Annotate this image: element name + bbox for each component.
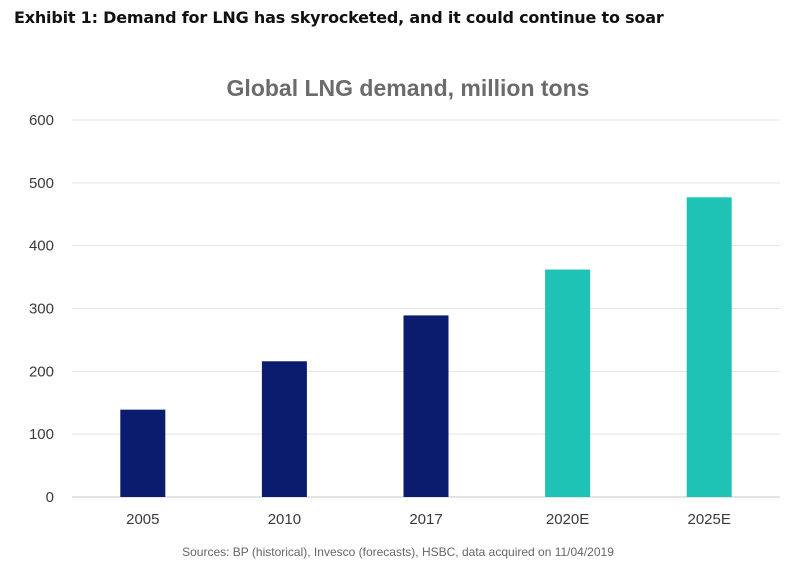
bar-2025e <box>686 197 732 497</box>
y-tick-label: 0 <box>46 489 54 506</box>
bar-2020e <box>545 269 591 497</box>
y-tick-label: 400 <box>29 238 54 255</box>
y-tick-label: 200 <box>29 363 54 380</box>
bar-2005 <box>120 409 166 497</box>
bar-2017 <box>403 315 449 497</box>
y-tick-label: 100 <box>29 426 54 443</box>
chart-title: Global LNG demand, million tons <box>227 75 590 101</box>
x-tick-label: 2025E <box>688 511 731 528</box>
x-tick-label: 2020E <box>546 511 589 528</box>
source-note: Sources: BP (historical), Invesco (forec… <box>182 545 614 559</box>
y-tick-label: 600 <box>29 112 54 129</box>
x-tick-label: 2017 <box>409 511 442 528</box>
y-tick-label: 300 <box>29 301 54 318</box>
y-tick-label: 500 <box>29 175 54 192</box>
x-axis-tick-labels: 2005 2010 2017 2020E 2025E <box>126 511 731 528</box>
bars <box>120 197 732 497</box>
x-tick-label: 2005 <box>126 511 159 528</box>
x-tick-label: 2010 <box>268 511 301 528</box>
y-axis-tick-labels: 0 100 200 300 400 500 600 <box>29 112 54 506</box>
lng-demand-bar-chart: Global LNG demand, million tons 0 100 200 3… <box>29 75 780 528</box>
exhibit-title: Exhibit 1: Demand for LNG has skyrockete… <box>14 8 664 27</box>
bar-2010 <box>261 361 307 497</box>
